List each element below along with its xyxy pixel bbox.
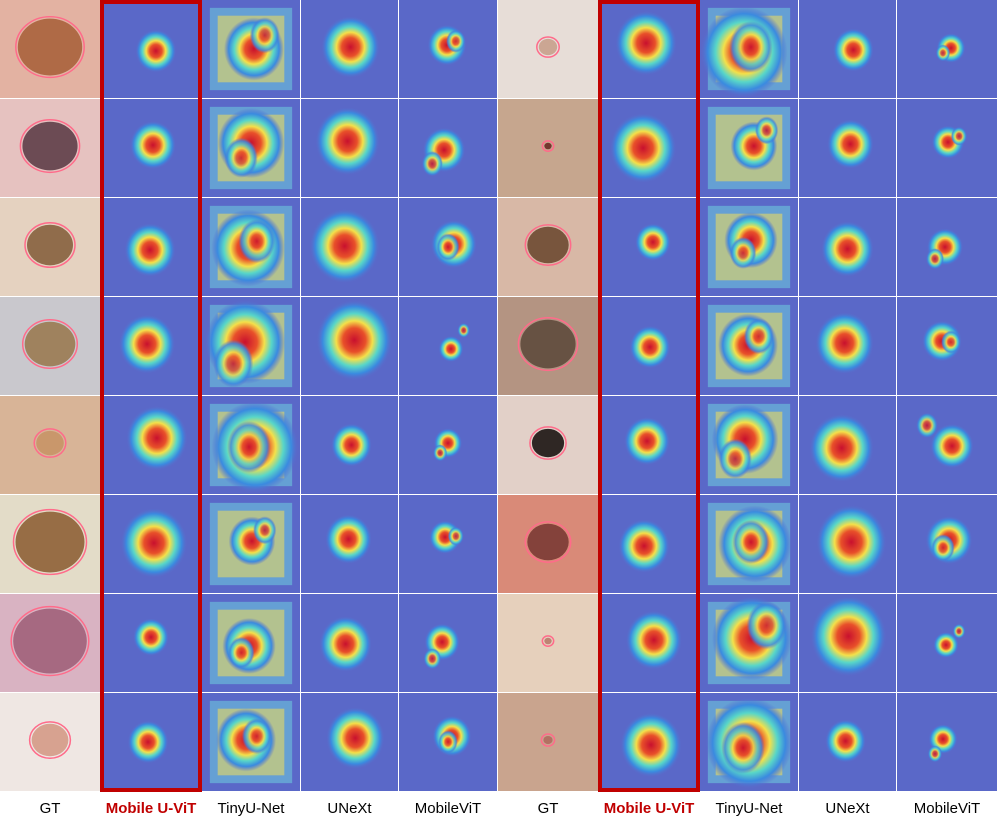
heatmap-tile-tiny: [202, 0, 300, 98]
heatmap-tile-unext: [799, 99, 896, 197]
heatmap-tile-mvit: [399, 99, 497, 197]
heatmap-tile-ours: [102, 0, 200, 98]
column-label: Mobile U-ViT: [603, 800, 695, 817]
heatmap-tile-ours: [102, 198, 200, 296]
heatmap-tile-ours: [600, 693, 698, 791]
heatmap-tile-mvit: [897, 495, 997, 593]
gt-image-tile: [0, 396, 100, 494]
gt-image-tile: [0, 693, 100, 791]
heatmap-tile-mvit: [897, 396, 997, 494]
heatmap-tile-unext: [799, 0, 896, 98]
column-label: Mobile U-ViT: [105, 800, 197, 817]
gt-image-tile: [498, 495, 598, 593]
column-label: GT: [39, 800, 61, 817]
gt-image-tile: [0, 297, 100, 395]
heatmap-tile-ours: [600, 99, 698, 197]
heatmap-tile-mvit: [897, 297, 997, 395]
heatmap-tile-mvit: [897, 198, 997, 296]
gt-image-tile: [498, 0, 598, 98]
gt-image-tile: [498, 594, 598, 692]
column-label: UNeXt: [327, 800, 372, 817]
heatmap-tile-unext: [799, 198, 896, 296]
heatmap-tile-tiny: [700, 297, 798, 395]
heatmap-tile-unext: [799, 693, 896, 791]
heatmap-tile-tiny: [700, 198, 798, 296]
heatmap-tile-mvit: [399, 198, 497, 296]
heatmap-tile-tiny: [202, 396, 300, 494]
heatmap-tile-unext: [301, 0, 398, 98]
column-label: UNeXt: [825, 800, 870, 817]
column-label: TinyU-Net: [217, 800, 285, 817]
heatmap-tile-unext: [799, 594, 896, 692]
column-label: TinyU-Net: [715, 800, 783, 817]
gt-image-tile: [498, 297, 598, 395]
gt-image-tile: [498, 198, 598, 296]
heatmap-tile-ours: [102, 693, 200, 791]
gt-image-tile: [0, 594, 100, 692]
gt-image-tile: [0, 0, 100, 98]
heatmap-tile-ours: [102, 594, 200, 692]
heatmap-tile-tiny: [202, 99, 300, 197]
heatmap-tile-tiny: [700, 693, 798, 791]
heatmap-tile-ours: [600, 396, 698, 494]
heatmap-tile-mvit: [897, 0, 997, 98]
heatmap-tile-ours: [600, 198, 698, 296]
column-label: MobileViT: [414, 800, 482, 817]
heatmap-tile-ours: [102, 99, 200, 197]
heatmap-tile-tiny: [700, 594, 798, 692]
heatmap-tile-ours: [600, 495, 698, 593]
gt-image-tile: [0, 99, 100, 197]
heatmap-tile-mvit: [897, 693, 997, 791]
heatmap-tile-unext: [301, 495, 398, 593]
heatmap-tile-ours: [102, 495, 200, 593]
heatmap-tile-ours: [102, 297, 200, 395]
heatmap-tile-mvit: [399, 0, 497, 98]
heatmap-tile-tiny: [202, 693, 300, 791]
heatmap-tile-unext: [301, 99, 398, 197]
heatmap-tile-mvit: [399, 396, 497, 494]
heatmap-tile-ours: [600, 297, 698, 395]
heatmap-tile-unext: [301, 594, 398, 692]
heatmap-tile-unext: [799, 297, 896, 395]
column-label: MobileViT: [913, 800, 981, 817]
heatmap-tile-tiny: [700, 495, 798, 593]
heatmap-tile-mvit: [897, 99, 997, 197]
heatmap-tile-tiny: [202, 495, 300, 593]
heatmap-tile-tiny: [700, 0, 798, 98]
gt-image-tile: [498, 693, 598, 791]
heatmap-tile-tiny: [202, 198, 300, 296]
heatmap-tile-ours: [600, 594, 698, 692]
heatmap-tile-mvit: [399, 594, 497, 692]
heatmap-tile-ours: [102, 396, 200, 494]
heatmap-tile-unext: [301, 693, 398, 791]
gt-image-tile: [498, 99, 598, 197]
comparison-grid: [0, 0, 997, 792]
heatmap-tile-mvit: [897, 594, 997, 692]
gt-image-tile: [0, 198, 100, 296]
heatmap-tile-tiny: [202, 594, 300, 692]
heatmap-tile-tiny: [700, 396, 798, 494]
heatmap-tile-tiny: [202, 297, 300, 395]
heatmap-tile-ours: [600, 0, 698, 98]
heatmap-tile-unext: [301, 198, 398, 296]
heatmap-tile-unext: [301, 396, 398, 494]
heatmap-tile-mvit: [399, 693, 497, 791]
heatmap-tile-unext: [301, 297, 398, 395]
gt-image-tile: [0, 495, 100, 593]
heatmap-tile-tiny: [700, 99, 798, 197]
heatmap-tile-mvit: [399, 297, 497, 395]
heatmap-tile-mvit: [399, 495, 497, 593]
gt-image-tile: [498, 396, 598, 494]
column-label: GT: [537, 800, 559, 817]
heatmap-tile-unext: [799, 495, 896, 593]
heatmap-tile-unext: [799, 396, 896, 494]
